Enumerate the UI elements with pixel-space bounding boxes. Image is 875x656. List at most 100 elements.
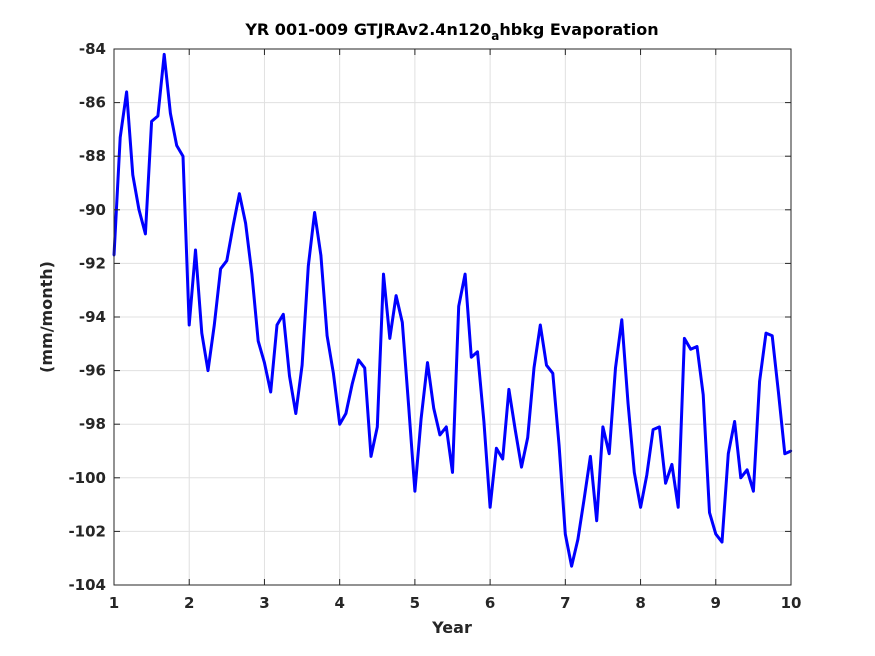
- data-point: [438, 433, 442, 437]
- data-point: [476, 350, 479, 353]
- data-point: [119, 136, 122, 139]
- data-point: [451, 471, 454, 474]
- data-point: [288, 374, 291, 378]
- data-point: [257, 339, 260, 343]
- x-tick-label: 7: [560, 594, 570, 612]
- y-tick-labels: -84 -86 -88 -90 -92 -94 -96 -98 -100 -102 -104: [68, 40, 106, 594]
- data-point: [601, 425, 605, 429]
- data-point: [708, 511, 711, 514]
- data-point: [338, 423, 341, 426]
- data-point: [702, 393, 705, 396]
- data-point: [520, 465, 523, 469]
- data-point: [263, 361, 266, 364]
- data-point: [463, 272, 467, 276]
- data-point: [169, 112, 172, 115]
- data-point: [250, 272, 254, 276]
- data-point: [608, 452, 611, 455]
- y-tick-label: -90: [79, 201, 106, 219]
- data-point: [244, 222, 247, 225]
- x-tick-label: 8: [635, 594, 645, 612]
- data-point: [482, 420, 486, 423]
- data-point: [294, 412, 297, 415]
- data-point: [388, 337, 391, 340]
- data-point: [426, 361, 429, 364]
- x-tick-label: 6: [485, 594, 495, 612]
- data-point: [282, 313, 285, 316]
- data-point: [633, 471, 636, 474]
- data-point: [733, 420, 736, 423]
- data-point: [677, 506, 680, 509]
- data-point: [645, 473, 648, 477]
- data-point: [639, 506, 642, 509]
- data-point: [125, 90, 128, 94]
- data-point: [564, 532, 567, 536]
- data-point: [344, 412, 348, 415]
- data-point: [300, 364, 304, 367]
- data-point: [664, 482, 667, 485]
- data-point: [689, 348, 692, 351]
- data-point: [419, 417, 423, 420]
- data-point: [382, 272, 385, 276]
- data-point: [532, 366, 536, 370]
- data-point: [413, 490, 417, 493]
- data-point: [150, 120, 153, 123]
- data-point: [720, 540, 724, 544]
- data-point: [325, 334, 329, 337]
- y-tick-label: -100: [68, 469, 106, 487]
- data-point: [526, 436, 529, 439]
- data-point: [764, 331, 768, 335]
- x-tick-label: 4: [334, 594, 344, 612]
- data-point: [163, 53, 166, 56]
- data-point: [576, 538, 580, 541]
- data-point: [225, 259, 228, 262]
- data-point: [357, 358, 360, 362]
- data-point: [213, 323, 216, 327]
- data-point: [752, 490, 755, 493]
- data-point: [332, 372, 335, 375]
- x-tick-label: 9: [711, 594, 721, 612]
- data-point: [351, 382, 354, 386]
- data-point: [394, 294, 398, 297]
- data-point: [545, 364, 548, 367]
- data-point: [194, 248, 197, 252]
- y-tick-label: -104: [68, 576, 106, 594]
- y-tick-label: -102: [68, 522, 106, 540]
- chart-title-main: YR 001-009 GTJRAv2.4n120: [244, 20, 491, 39]
- data-point: [363, 366, 366, 370]
- data-point: [275, 323, 279, 327]
- data-point: [620, 318, 623, 321]
- data-point: [727, 452, 730, 455]
- data-point: [137, 208, 141, 211]
- chart-title-rest: hbkg Evaporation: [499, 20, 658, 39]
- data-point: [758, 380, 761, 383]
- data-point: [739, 476, 742, 479]
- data-point: [614, 366, 617, 370]
- data-point: [319, 254, 323, 257]
- data-point: [376, 425, 379, 429]
- data-point: [369, 455, 373, 458]
- chart-title-subscript: a: [491, 29, 499, 43]
- x-tick-label: 5: [410, 594, 420, 612]
- data-point: [626, 401, 630, 404]
- data-point: [401, 321, 404, 324]
- data-point: [445, 425, 448, 429]
- data-point: [432, 406, 435, 410]
- data-point: [457, 305, 460, 308]
- data-point: [188, 323, 191, 327]
- data-point: [745, 468, 749, 471]
- data-point: [539, 323, 542, 327]
- y-tick-label: -84: [79, 40, 106, 58]
- data-point: [144, 232, 147, 236]
- data-point: [651, 428, 655, 431]
- data-point: [488, 506, 492, 509]
- data-point: [514, 428, 517, 431]
- data-point: [495, 447, 498, 450]
- data-point: [582, 498, 586, 501]
- grid: [113, 48, 792, 586]
- data-point: [200, 331, 203, 335]
- data-point: [470, 356, 473, 359]
- data-point: [771, 334, 774, 337]
- data-point: [595, 519, 598, 522]
- y-tick-label: -92: [79, 254, 106, 272]
